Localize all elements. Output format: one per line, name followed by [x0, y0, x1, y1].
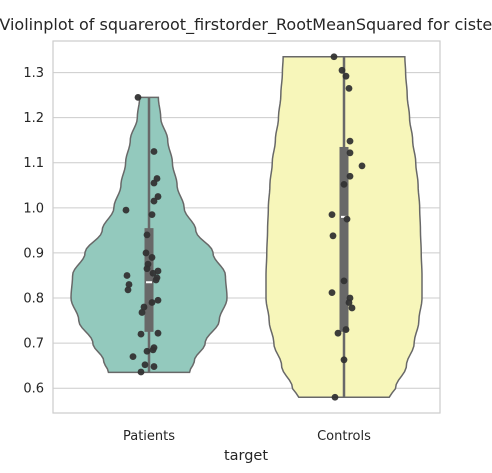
data-point [154, 296, 162, 304]
data-point [150, 179, 158, 187]
data-point [340, 277, 348, 285]
data-point [154, 329, 162, 337]
data-point [334, 329, 342, 337]
data-point [152, 276, 160, 284]
data-point [148, 254, 156, 261]
data-point [328, 211, 336, 219]
y-tick-label: 1.3 [23, 66, 44, 81]
data-point [358, 162, 366, 170]
data-point [340, 180, 348, 188]
median-marker [146, 281, 152, 284]
data-point [125, 281, 133, 288]
data-point [142, 249, 150, 257]
data-point [340, 356, 348, 364]
data-point [345, 299, 353, 306]
y-tick-label: 0.9 [23, 246, 44, 261]
data-point [329, 232, 337, 240]
y-tick-labels: 0.6 0.7 0.8 0.9 1.0 1.1 1.2 1.3 [23, 66, 44, 397]
y-tick-label: 0.7 [23, 337, 44, 352]
data-point [150, 148, 158, 155]
data-point [149, 269, 157, 277]
chart-title: Violinplot of squareroot_firstorder_Root… [0, 15, 492, 35]
y-tick-label: 0.8 [23, 292, 44, 307]
data-point [338, 66, 346, 74]
data-point [148, 299, 156, 306]
data-point [346, 149, 354, 157]
x-tick-labels: Patients Controls [123, 429, 371, 444]
x-tick-label: Controls [317, 429, 371, 444]
x-axis-label: target [224, 448, 268, 464]
plot-frame [52, 40, 441, 414]
data-point [124, 286, 132, 294]
data-point [342, 72, 350, 80]
data-point [143, 231, 151, 239]
data-point [154, 193, 162, 200]
data-point [330, 53, 338, 61]
data-point [346, 172, 354, 180]
data-point [342, 326, 350, 333]
data-point [134, 93, 142, 101]
data-point [143, 347, 151, 355]
data-point [328, 289, 336, 297]
data-point [123, 272, 131, 279]
median-marker [341, 215, 347, 218]
data-point [137, 368, 145, 376]
y-tick-label: 0.6 [23, 382, 44, 397]
data-point [122, 206, 130, 214]
iqr-box [144, 228, 154, 332]
data-point [148, 211, 156, 219]
data-point [343, 215, 351, 223]
data-point [150, 197, 158, 205]
data-point [137, 330, 145, 338]
points-layer [122, 53, 366, 401]
data-point [331, 393, 339, 401]
data-point [345, 84, 353, 92]
y-tick-label: 1.1 [23, 156, 44, 171]
data-point [138, 309, 146, 316]
data-point [141, 361, 149, 369]
data-point [150, 363, 158, 370]
data-point [149, 346, 157, 354]
data-point [348, 304, 356, 312]
data-point [129, 353, 137, 361]
data-point [143, 265, 151, 273]
x-tick-label: Patients [123, 429, 175, 444]
iqr-box [339, 146, 349, 332]
data-point [140, 303, 148, 311]
y-tick-label: 1.0 [23, 201, 44, 216]
data-point [346, 137, 354, 145]
y-tick-label: 1.2 [23, 111, 44, 126]
violin-layer [70, 56, 423, 398]
